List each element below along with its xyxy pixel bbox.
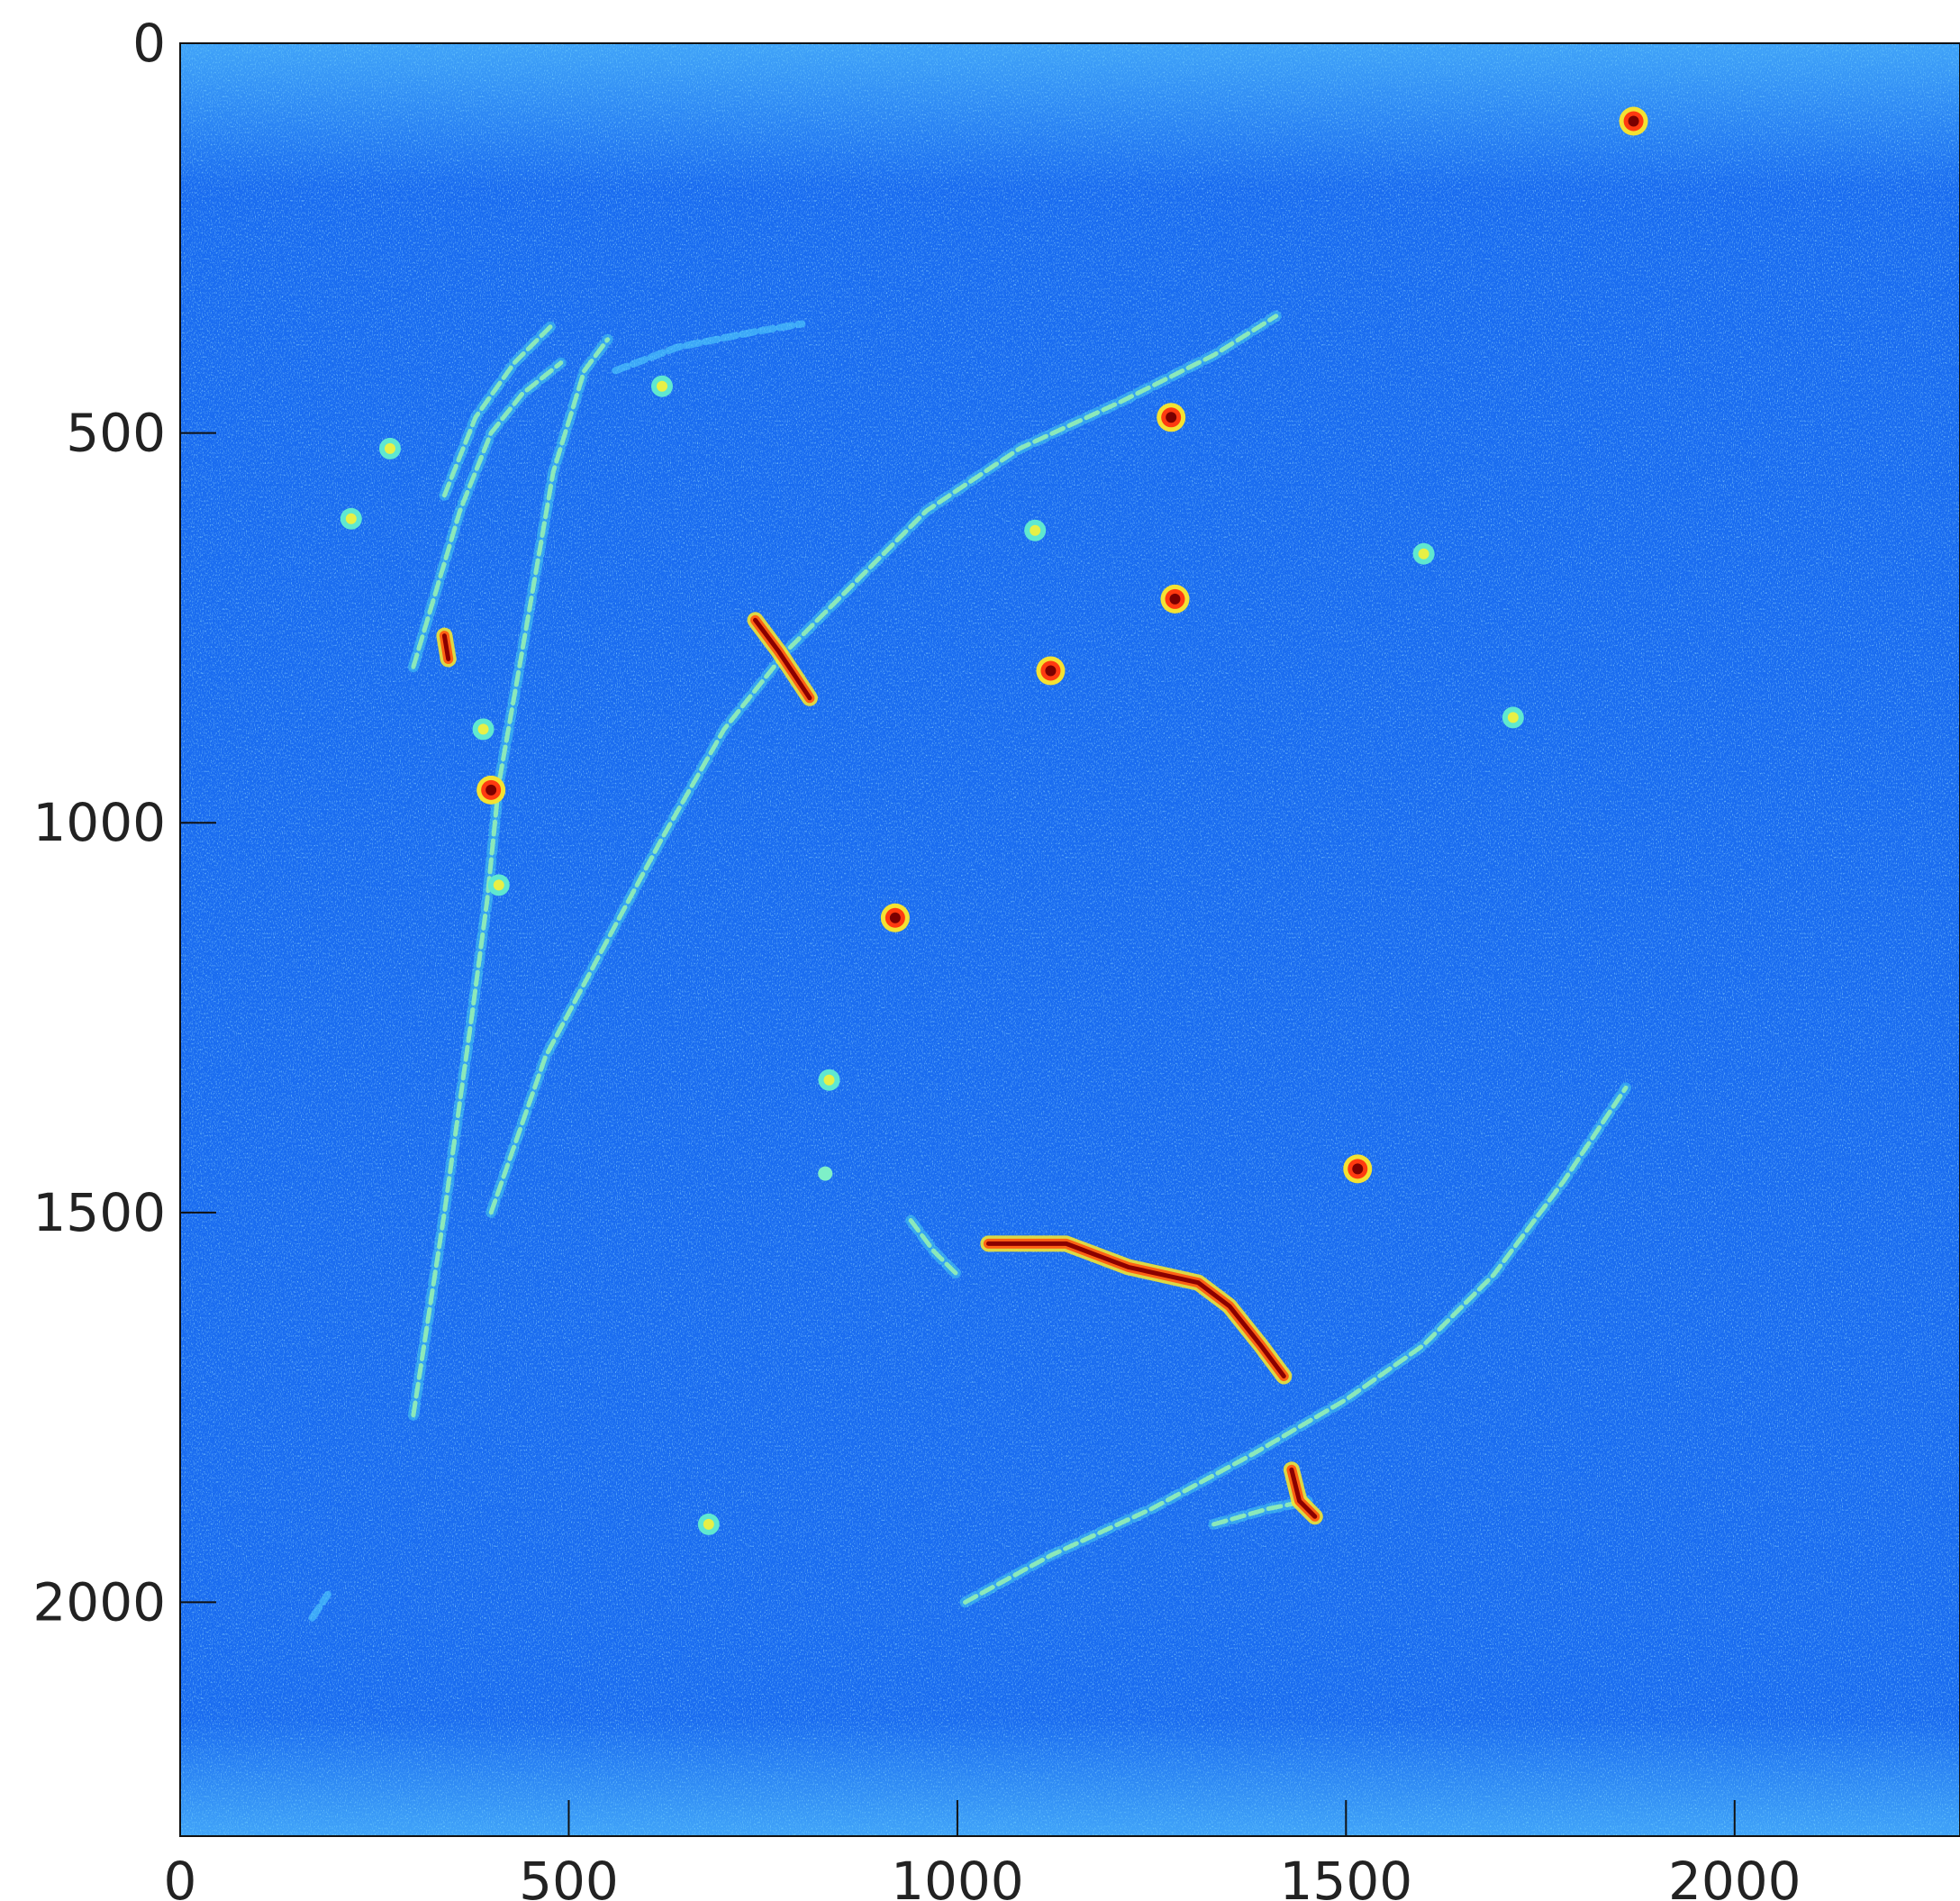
- hot-spot-layer: [345, 513, 357, 524]
- track-stroke: [1289, 1467, 1318, 1519]
- plot-frame: [179, 42, 1960, 1837]
- track-stroke: [908, 1218, 960, 1278]
- hot-spot-layer: [384, 442, 395, 454]
- hot-spot: [1160, 584, 1190, 614]
- hot-spot-layer: [1166, 412, 1177, 423]
- track-stroke: [963, 1085, 1629, 1605]
- hot-spot-layer: [1030, 524, 1041, 536]
- particle-tracks: [308, 310, 1631, 1622]
- track-stroke: [488, 314, 1279, 1215]
- y-tick-label: 0: [132, 13, 166, 74]
- hot-spot: [1619, 106, 1648, 136]
- hot-spot: [650, 375, 673, 397]
- hot-spot-layer: [485, 784, 497, 796]
- bottom-edge-shading: [180, 1719, 1960, 1836]
- particle-track: [436, 627, 457, 668]
- particle-track: [612, 320, 806, 375]
- hot-spot: [472, 718, 495, 741]
- particle-track: [905, 1214, 963, 1280]
- hot-spot: [697, 1513, 720, 1535]
- hot-spot-layer: [1507, 712, 1519, 723]
- x-tick-label: 2000: [1668, 1851, 1801, 1901]
- hot-spot: [1024, 519, 1047, 541]
- hot-spot-layer: [818, 1166, 833, 1181]
- hot-spot-layer: [703, 1518, 714, 1530]
- track-stroke: [985, 1241, 1286, 1378]
- plot-area: [180, 43, 1960, 1836]
- track-stroke: [753, 617, 812, 701]
- x-tick-label: 1500: [1280, 1851, 1413, 1901]
- hot-spot: [1412, 542, 1435, 565]
- hot-spot: [1036, 656, 1066, 686]
- particle-track: [308, 1590, 331, 1622]
- particle-track: [485, 310, 1282, 1218]
- hot-spot-layer: [1418, 548, 1429, 559]
- hot-spot-layer: [823, 1074, 835, 1086]
- hot-spot: [818, 1069, 840, 1091]
- y-tick-label: 2000: [32, 1571, 166, 1633]
- top-edge-shading: [180, 43, 1960, 187]
- hot-spot: [1502, 706, 1524, 729]
- hot-spot-layer: [1352, 1163, 1364, 1175]
- particle-track: [980, 1235, 1293, 1385]
- hot-spots: [340, 106, 1648, 1535]
- hot-spot: [818, 1166, 833, 1181]
- track-stroke: [441, 322, 556, 498]
- particle-track: [1283, 1461, 1323, 1525]
- hot-spot-layer: [1628, 115, 1639, 127]
- y-tick-label: 500: [66, 403, 166, 464]
- x-tick-label: 0: [164, 1851, 197, 1901]
- hot-spot: [487, 874, 510, 896]
- hot-spot-layer: [889, 912, 901, 923]
- track-stroke: [612, 320, 806, 375]
- y-tick-label: 1500: [32, 1182, 166, 1243]
- hot-spot: [378, 437, 401, 459]
- hot-spot-layer: [1169, 593, 1181, 605]
- hot-spot: [340, 507, 362, 530]
- particle-track: [407, 357, 567, 673]
- x-tick-label: 1000: [891, 1851, 1024, 1901]
- x-tick-label: 500: [519, 1851, 619, 1901]
- track-stroke: [441, 633, 451, 661]
- y-tick-label: 1000: [32, 792, 166, 853]
- track-stroke: [308, 1590, 331, 1622]
- hot-spot: [880, 903, 910, 932]
- track-stroke: [411, 360, 564, 669]
- particle-track: [747, 612, 818, 706]
- hot-spot: [1343, 1154, 1373, 1184]
- particle-track: [959, 1082, 1631, 1608]
- hot-spot-layer: [656, 380, 667, 392]
- hot-spot: [476, 775, 506, 805]
- hot-spot-layer: [493, 879, 504, 891]
- hot-spot: [1157, 403, 1186, 432]
- hot-spot-layer: [477, 723, 489, 735]
- axes: 0 500 1000 1500 2000 0 500 1000 1500 2000: [32, 13, 1801, 1901]
- particle-track: [439, 318, 559, 501]
- hot-spot-layer: [1045, 665, 1057, 677]
- noise-texture: [180, 43, 1960, 1836]
